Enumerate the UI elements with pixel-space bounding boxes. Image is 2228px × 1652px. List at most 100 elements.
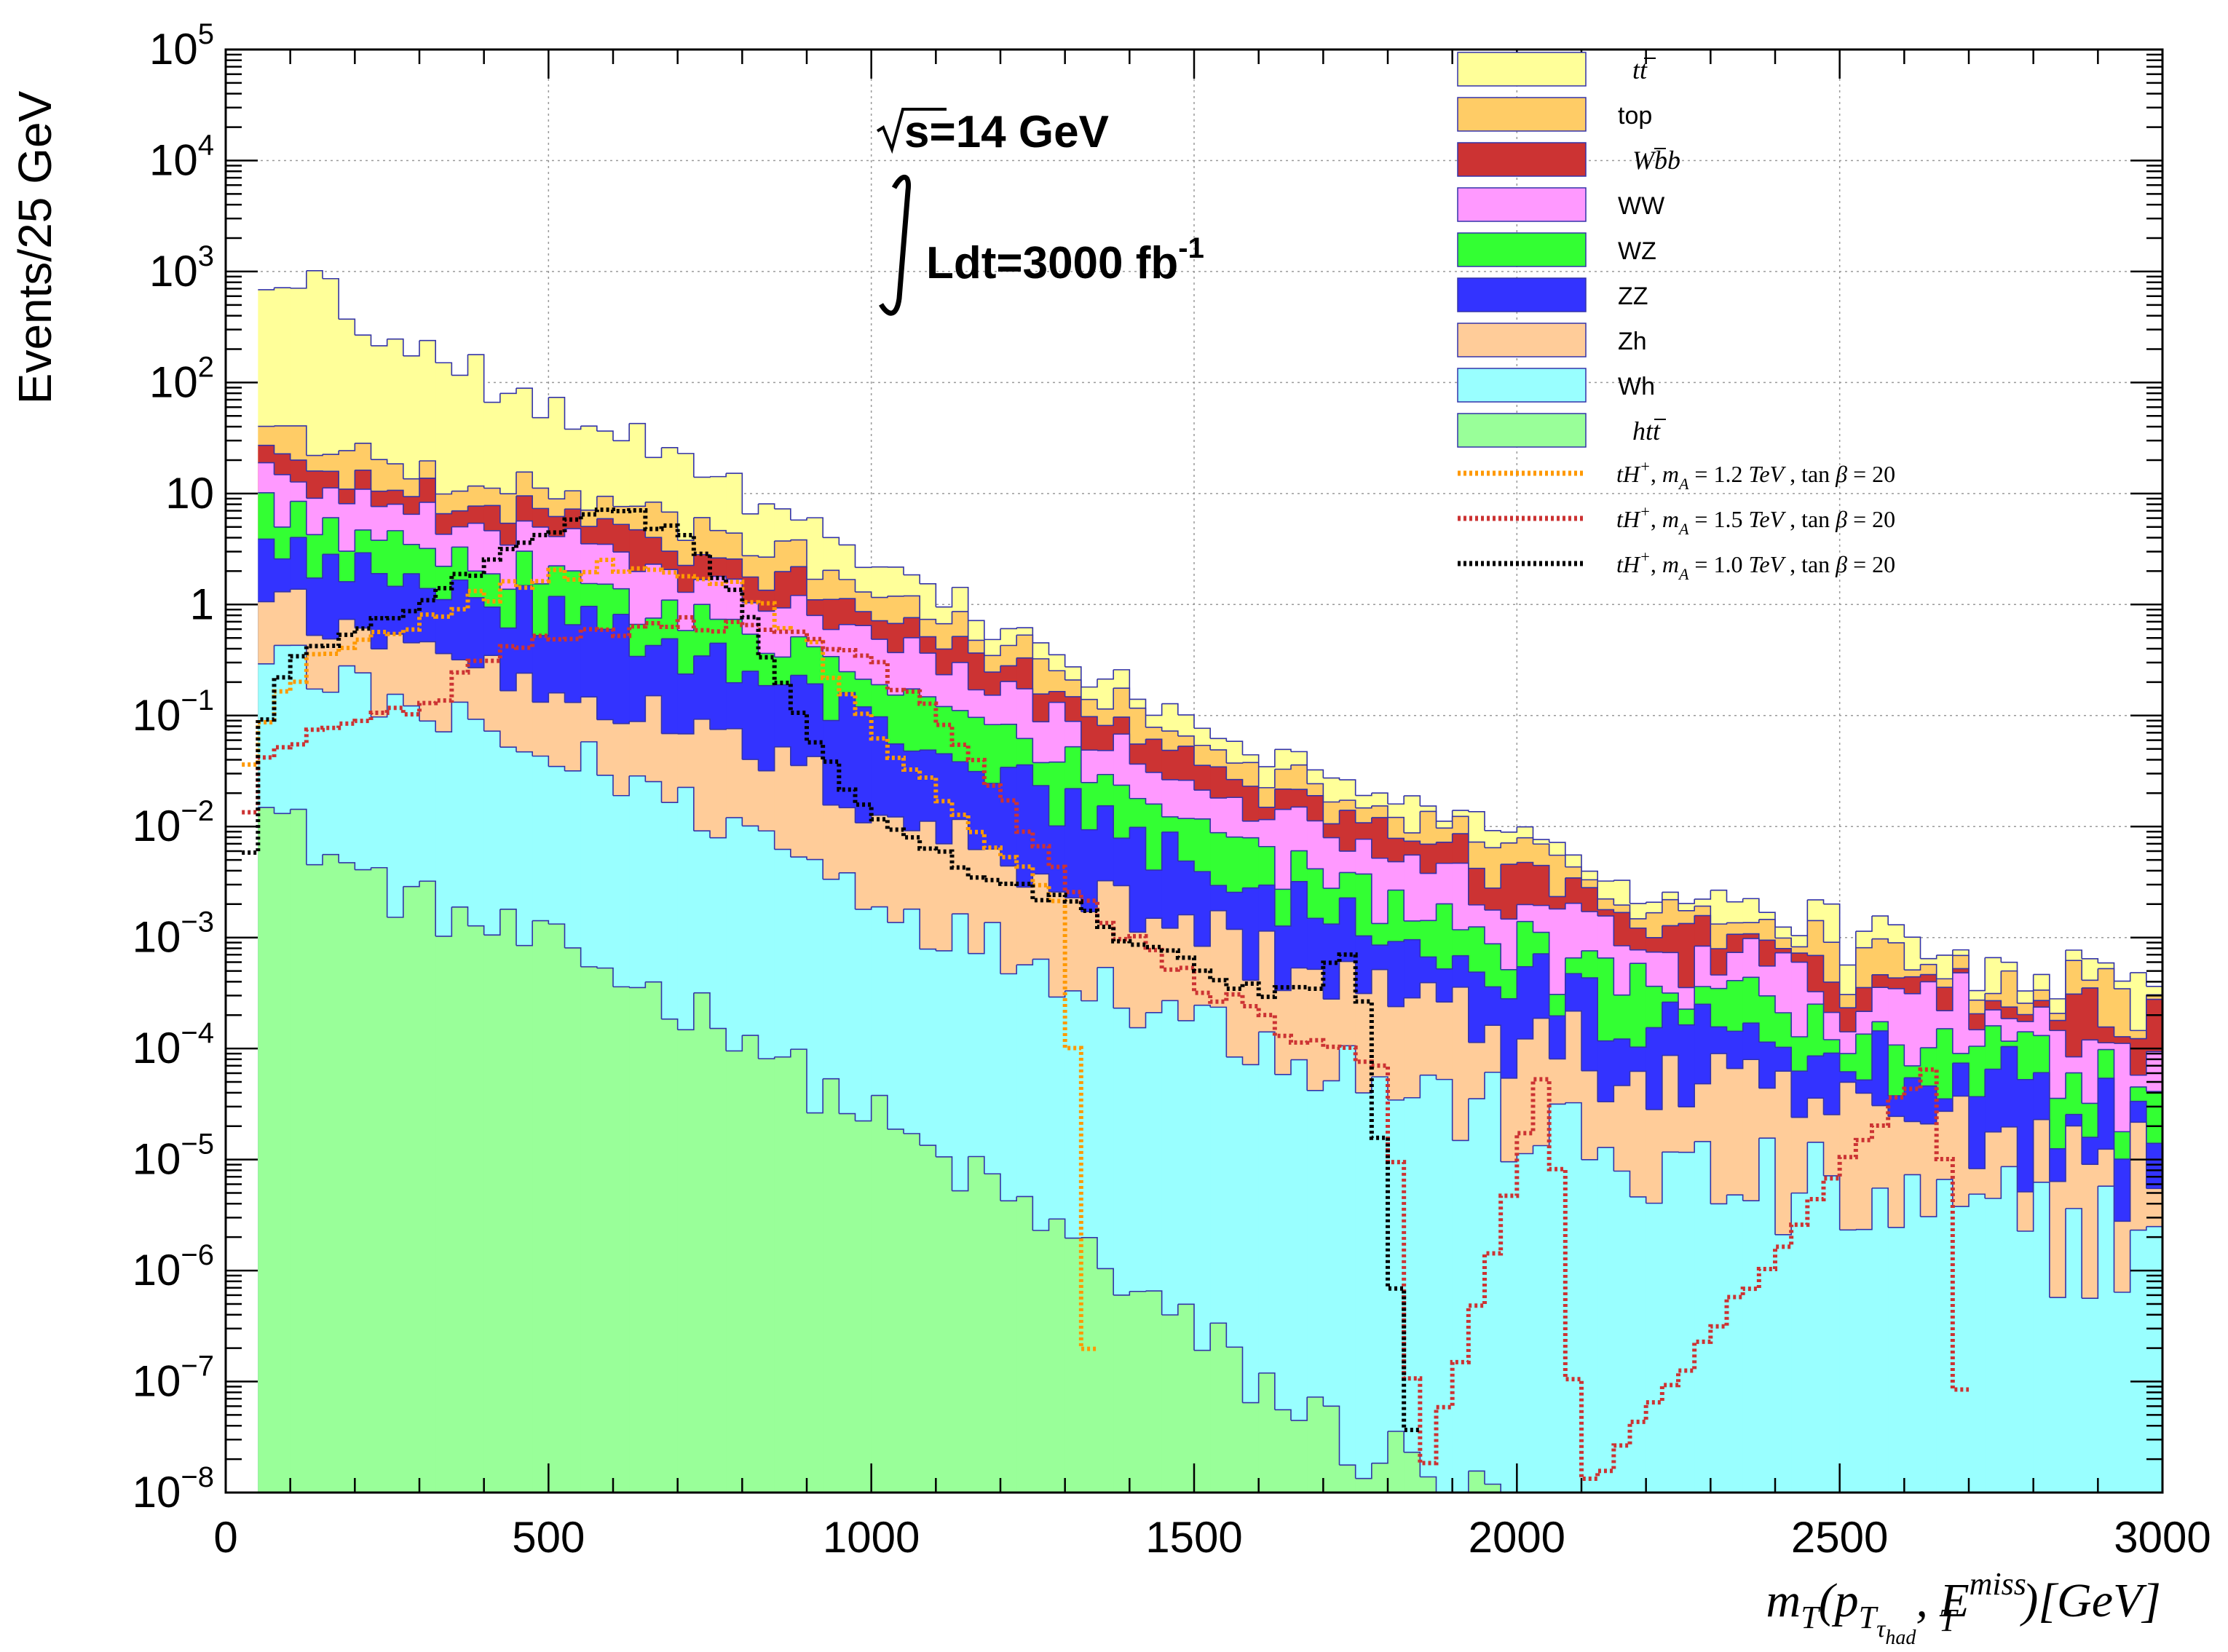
x-label-E: E [1939,1574,1969,1627]
bar-Wh [1952,1206,1970,1493]
bar-htt [1097,1268,1114,1493]
bar-htt [1161,1314,1179,1493]
bar-htt [839,1113,856,1493]
bar-Wh [1533,1145,1550,1493]
legend: tt top Wbb WW WZ ZZ Zh Wh htt tH+, mA = 1.2 TeV ,… [1457,52,1895,583]
legend-swatch-htt [1457,413,1587,448]
axis-ticks [224,50,2164,1494]
bar-Wh [1694,1141,1711,1493]
bar-Wh [2146,1226,2162,1493]
y-tick-label: 1 [190,580,214,628]
bar-Wh [1904,1174,1921,1493]
bar-htt [871,1095,888,1493]
bar-Wh [1629,1196,1647,1493]
bar-Wh [1985,1198,2002,1493]
bar-htt [483,935,501,1493]
bar-htt [306,864,323,1493]
bar-htt [1371,1463,1388,1493]
x-tick-label: 2000 [1469,1513,1565,1562]
bar-htt [1064,1238,1082,1493]
bar-htt [1210,1323,1227,1493]
legend-item-htt: htt [1457,413,1666,448]
bar-Wh [1501,1161,1517,1493]
bar-htt [984,1174,1001,1493]
bar-htt [1048,1219,1066,1493]
bar-htt [936,1156,953,1493]
bar-Wh [1742,1201,1760,1493]
bar-Wh [1758,1138,1776,1493]
bar-htt [1404,1452,1421,1493]
sqrt-sign [876,108,947,154]
bar-Wh [1597,1147,1614,1493]
bar-htt [387,917,404,1493]
bar-Wh [1291,1059,1308,1493]
bar-htt [613,987,630,1493]
x-label-p-subsubsub: had [1885,1627,1916,1649]
signal-curves [242,507,1969,1481]
bar-Wh [1888,1227,1905,1493]
bar-Wh [1307,1090,1324,1493]
bar-htt [371,867,388,1493]
bar-Wh [1613,1171,1631,1493]
bar-htt [629,987,646,1493]
bar-htt [758,1059,775,1493]
legend-label-tt: tt [1632,55,1648,84]
bar-Wh [1646,1203,1663,1493]
bar-Wh [1355,1093,1372,1493]
x-label-E-sub: T [1939,1602,1959,1638]
bar-htt [596,968,614,1493]
legend-swatch-Wbb [1457,142,1587,177]
bar-htt [419,881,436,1493]
bar-htt [564,947,582,1493]
bar-htt [645,981,663,1493]
legend-item-ZZ: ZZ [1457,277,1648,312]
svg-text:s=14 GeV: s=14 GeV [904,107,1109,157]
legend-item-Zh: Zh [1457,323,1647,357]
y-tick-label: 10−5 [133,1129,214,1184]
bar-htt [548,924,566,1493]
y-tick-label: 10 [165,469,214,518]
bar-htt [1194,1350,1211,1493]
legend-item-Wh: Wh [1457,368,1655,403]
bar-Wh [1581,1159,1598,1493]
bar-htt [499,909,517,1493]
luminosity-annotation: Ldt=3000 fb-1 [878,175,1204,316]
bar-htt [807,1112,823,1493]
x-label-open: ( [1819,1574,1838,1627]
y-tick-label: 104 [149,129,214,184]
bar-htt [1323,1406,1340,1493]
bar-htt [516,945,533,1493]
bar-Wh [1662,1152,1679,1493]
y-tick-label: 10−7 [133,1351,214,1406]
bar-Wh [1565,1102,1582,1493]
legend-label-top: top [1618,102,1652,130]
lumi-exp: -1 [1178,232,1204,264]
y-tick-label: 103 [149,240,214,296]
legend-swatch-ZZ [1457,277,1587,312]
bar-htt [1242,1402,1260,1493]
x-label-p-subsub: τ [1876,1616,1887,1643]
bar-Wh [1339,1046,1356,1493]
bar-Wh [1855,1229,1873,1493]
y-tick-label: 10−2 [133,795,214,850]
bar-htt [532,920,549,1493]
y-tick-label: 105 [149,18,214,74]
bar-Wh [1920,1217,1937,1493]
bar-htt [887,1129,904,1493]
svg-text:Ldt=3000 fb-1: Ldt=3000 fb-1 [926,232,1204,288]
bar-Wh [1452,1140,1469,1493]
bar-Wh [2049,1297,2066,1493]
bar-htt [790,1049,807,1493]
bar-htt [258,807,275,1493]
legend-label-Zh: Zh [1618,328,1647,355]
y-tick-label: 102 [149,351,214,406]
outline-Wh [258,644,2162,1299]
outline-WW [258,462,2162,1076]
bar-Wh [1549,1104,1566,1493]
signal-curve-1 [242,614,1969,1481]
bar-Wh [1823,1175,1841,1493]
legend-item-top: top [1457,97,1652,132]
bar-Wh [1775,1234,1792,1493]
